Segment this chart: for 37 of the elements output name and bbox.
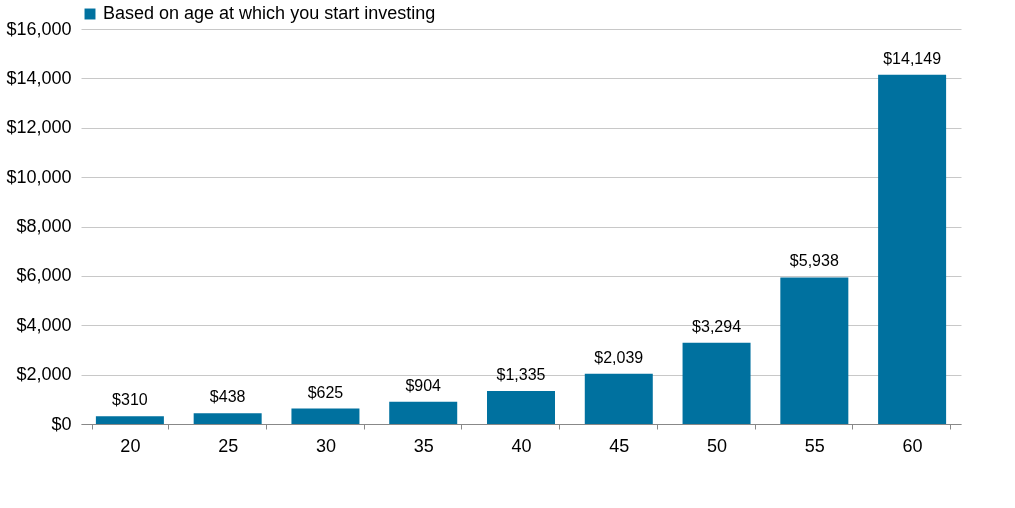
x-tick-label: 45 — [609, 435, 630, 456]
x-tick-label: 60 — [902, 435, 923, 456]
data-label: $3,294 — [692, 317, 742, 335]
x-tick-label: 35 — [413, 435, 434, 456]
data-label: $310 — [112, 391, 148, 409]
y-tick-label: $6,000 — [16, 265, 72, 286]
data-label: $5,938 — [789, 252, 839, 270]
y-tick-label: $0 — [51, 413, 72, 434]
data-label: $904 — [405, 376, 442, 394]
bar — [878, 74, 947, 424]
data-label: $625 — [307, 383, 344, 401]
bar — [291, 408, 360, 424]
bar — [682, 342, 751, 424]
x-tick-label: 55 — [804, 435, 825, 456]
x-tick-label: 50 — [707, 435, 728, 456]
bar — [584, 373, 653, 424]
data-label: $2,039 — [594, 348, 644, 366]
y-tick-label: $8,000 — [16, 216, 72, 236]
x-tick-label: 25 — [218, 435, 239, 456]
y-tick-label: $10,000 — [6, 166, 72, 187]
bar — [95, 416, 164, 424]
y-tick-label: $14,000 — [6, 67, 72, 88]
data-label: $438 — [209, 388, 246, 406]
bar — [487, 391, 555, 424]
y-tick-label: $4,000 — [16, 314, 72, 335]
bar — [780, 277, 849, 424]
x-tick-label: 20 — [120, 435, 141, 456]
data-label: $14,149 — [883, 49, 942, 67]
x-tick-label: 30 — [315, 435, 336, 456]
y-tick-label: $2,000 — [16, 364, 72, 385]
legend-label: Based on age at which you start investing — [103, 3, 436, 23]
data-label: $1,335 — [496, 366, 546, 384]
y-tick-label: $16,000 — [6, 18, 72, 39]
y-tick-label: $12,000 — [6, 117, 72, 138]
x-tick-label: 40 — [511, 435, 532, 456]
bar — [193, 413, 262, 424]
bar — [389, 401, 458, 424]
